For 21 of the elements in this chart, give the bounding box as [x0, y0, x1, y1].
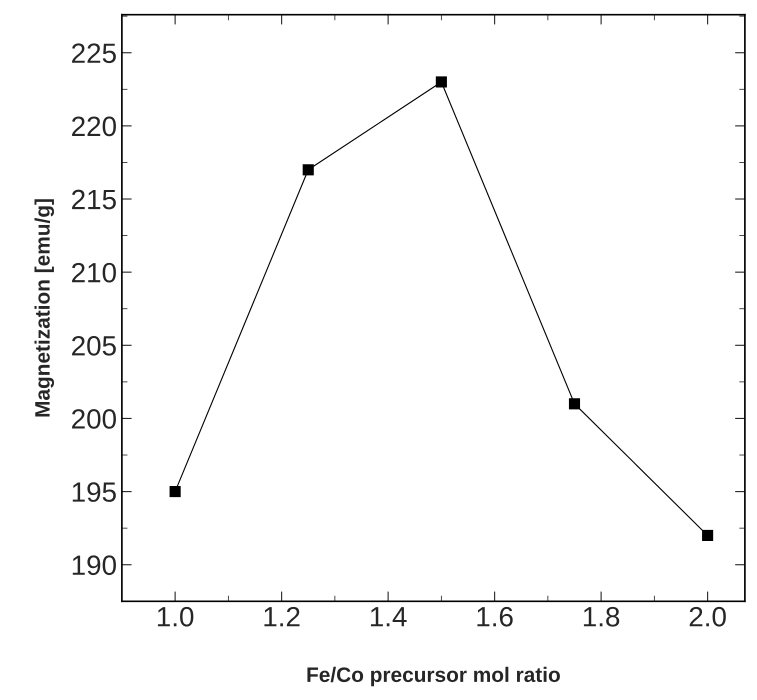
x-tick-label: 1.8 [584, 606, 620, 627]
point [702, 530, 714, 542]
y-tick-label: 190 [72, 555, 116, 576]
point [436, 76, 447, 88]
y-tick-label: 205 [72, 336, 116, 356]
x-tick-label: 1.4 [370, 607, 407, 626]
y-tick-label: 210 [72, 262, 116, 282]
point [170, 486, 181, 498]
y-tick-label: 225 [72, 43, 116, 64]
point [302, 164, 314, 176]
x-axis-title: Fe/Co precursor mol ratio [307, 666, 560, 686]
x-tick-label: 1.6 [477, 606, 513, 627]
x-tick-label: 2.0 [690, 606, 726, 627]
y-axis-title: Magnetization [emu/g] [34, 199, 54, 417]
x-tick-label: 1.2 [264, 606, 300, 626]
x-tick-label: 1.0 [158, 606, 194, 627]
y-tick-label: 195 [72, 482, 116, 502]
y-tick-label: 220 [72, 116, 116, 136]
y-tick-label: 215 [72, 190, 116, 210]
point [568, 398, 580, 410]
y-tick-label: 200 [72, 409, 116, 429]
